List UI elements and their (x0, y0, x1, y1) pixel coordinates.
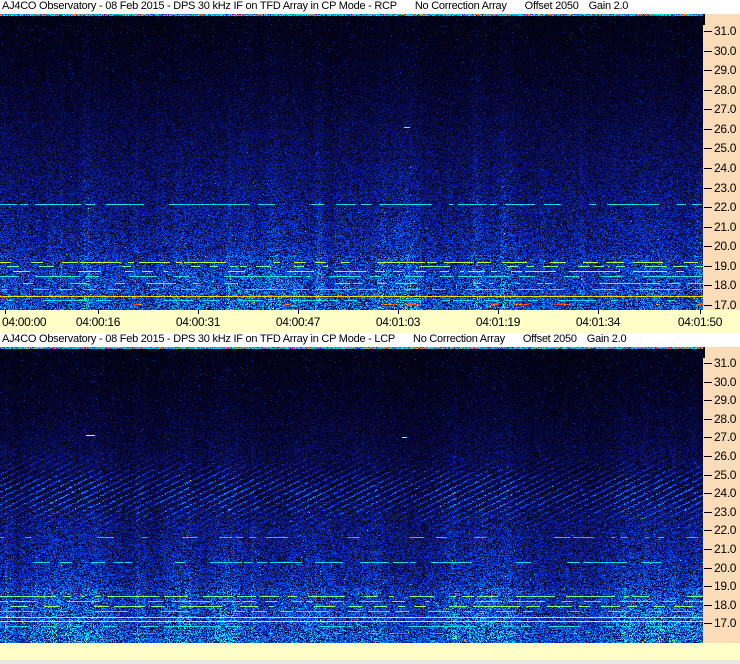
time-tick (5, 310, 6, 314)
freq-tick-label: 24.0 (714, 161, 737, 175)
freq-tick-label: 28.0 (714, 83, 737, 97)
freq-tick (704, 31, 712, 32)
gain-value-rcp: Gain 2.0 (588, 0, 629, 12)
freq-tick-label: 31.0 (714, 24, 737, 38)
freq-tick (704, 475, 712, 476)
time-tick (398, 310, 399, 314)
freq-tick (704, 148, 712, 149)
freq-tick-label: 27.0 (714, 430, 737, 444)
time-tick-label: 04:00:31 (175, 315, 221, 329)
time-tick (98, 310, 99, 314)
freq-tick (704, 456, 712, 457)
freq-tick (704, 90, 712, 91)
freq-tick-label: 28.0 (714, 412, 737, 426)
time-tick (198, 310, 199, 314)
freq-tick-label: 18.0 (714, 278, 737, 292)
freq-tick-label: 24.0 (714, 486, 737, 500)
correction-status-lcp: No Correction Array (413, 333, 505, 345)
freq-tick-label: 30.0 (714, 44, 737, 58)
freq-tick-label: 23.0 (714, 505, 737, 519)
freq-tick (704, 605, 712, 606)
freq-tick (704, 266, 712, 267)
freq-tick (704, 586, 712, 587)
offset-value-rcp: Offset 2050 (524, 0, 579, 12)
freq-tick (704, 70, 712, 71)
freq-tick-label: 20.0 (714, 239, 737, 253)
freq-tick-label: 23.0 (714, 181, 737, 195)
offset-value-lcp: Offset 2050 (522, 333, 577, 345)
freq-tick-label: 22.0 (714, 200, 737, 214)
freq-tick-label: 21.0 (714, 220, 737, 234)
freq-tick (704, 419, 712, 420)
freq-tick (704, 493, 712, 494)
freq-tick-label: 25.0 (714, 468, 737, 482)
freq-tick-label: 29.0 (714, 63, 737, 77)
freq-tick-label: 22.0 (714, 523, 737, 537)
freq-tick (704, 246, 712, 247)
freq-tick (704, 51, 712, 52)
frequency-axis-lcp: 31.0 30.0 29.0 28.0 27.0 26.0 25.0 24.0 23.0 22.0… (703, 347, 740, 643)
freq-tick (704, 188, 712, 189)
time-tick-label: 04:01:19 (475, 315, 521, 329)
time-tick (700, 310, 701, 314)
freq-tick (704, 109, 712, 110)
freq-tick (704, 568, 712, 569)
time-tick-label: 04:01:34 (575, 315, 621, 329)
spectrogram-lcp (0, 347, 703, 643)
freq-tick-label: 30.0 (714, 375, 737, 389)
freq-tick (704, 363, 712, 364)
gain-value-lcp: Gain 2.0 (586, 333, 627, 345)
freq-tick (704, 227, 712, 228)
axis-top-tick (703, 347, 705, 358)
freq-tick-label: 18.0 (714, 598, 737, 612)
freq-tick-label: 27.0 (714, 102, 737, 116)
freq-tick-label: 31.0 (714, 356, 737, 370)
time-tick (598, 310, 599, 314)
freq-tick-label: 21.0 (714, 542, 737, 556)
freq-tick (704, 207, 712, 208)
freq-tick-label: 19.0 (714, 579, 737, 593)
spectrogram-rcp (0, 14, 703, 310)
freq-tick (704, 400, 712, 401)
freq-tick-label: 26.0 (714, 449, 737, 463)
freq-tick (704, 382, 712, 383)
freq-tick (704, 512, 712, 513)
axis-top-tick (703, 14, 705, 25)
freq-tick-label: 29.0 (714, 393, 737, 407)
panel-title-main-rcp: AJ4CO Observatory - 08 Feb 2015 - DPS 30… (2, 0, 397, 12)
window-bottom-strip (0, 660, 740, 664)
freq-tick (704, 623, 712, 624)
time-tick-label: 04:00:00 (2, 315, 47, 329)
freq-tick (704, 530, 712, 531)
time-tick-label: 04:00:16 (75, 315, 121, 329)
freq-tick (704, 437, 712, 438)
freq-tick-label: 20.0 (714, 561, 737, 575)
freq-tick-label: 26.0 (714, 122, 737, 136)
freq-tick-label: 19.0 (714, 259, 737, 273)
time-tick (298, 310, 299, 314)
freq-tick (704, 129, 712, 130)
freq-tick (704, 168, 712, 169)
freq-tick-label: 17.0 (714, 616, 737, 630)
time-tick (498, 310, 499, 314)
time-axis: 04:00:00 04:00:16 04:00:31 04:00:47 04:01:03… (0, 310, 740, 333)
correction-status-rcp: No Correction Array (414, 0, 507, 12)
freq-tick-label: 17.0 (714, 298, 737, 312)
frequency-axis-rcp: 31.0 30.0 29.0 28.0 27.0 26.0 25.0 24.0 23.0 22.0… (703, 14, 740, 312)
freq-tick-label: 25.0 (714, 141, 737, 155)
time-axis-lcp-cutoff (0, 643, 740, 660)
time-tick-label: 04:00:47 (275, 315, 321, 329)
freq-tick (704, 549, 712, 550)
panel-title-main-lcp: AJ4CO Observatory - 08 Feb 2015 - DPS 30… (2, 333, 395, 345)
freq-tick (704, 305, 712, 306)
panel-title-rcp: AJ4CO Observatory - 08 Feb 2015 - DPS 30… (0, 0, 740, 14)
freq-tick (704, 285, 712, 286)
time-tick-label: 04:01:50 (677, 315, 723, 329)
panel-title-lcp: AJ4CO Observatory - 08 Feb 2015 - DPS 30… (0, 333, 740, 347)
time-tick-label: 04:01:03 (375, 315, 421, 329)
